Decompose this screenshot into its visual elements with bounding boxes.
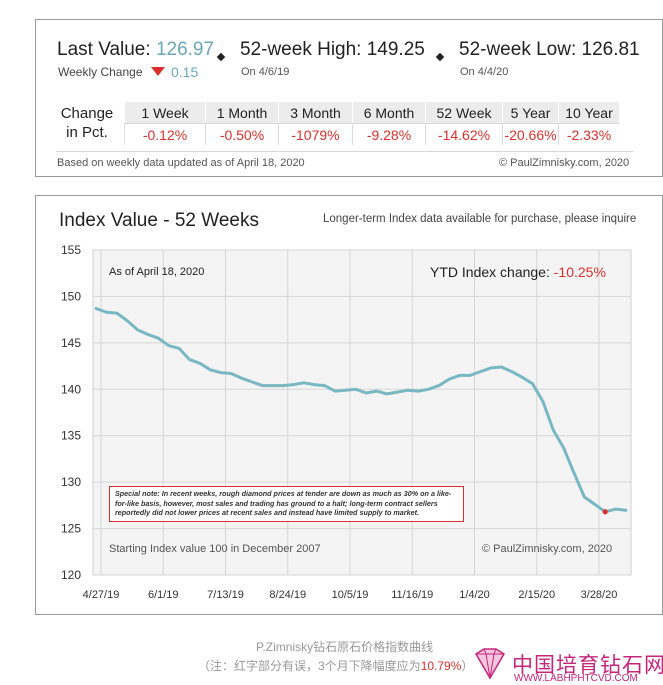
x-tick-label: 2/15/20	[518, 589, 555, 601]
high-date: On 4/6/19	[241, 66, 290, 78]
summary-copyright: © PaulZimnisky.com, 2020	[499, 157, 630, 169]
low-point-marker	[602, 509, 608, 515]
y-tick-label: 130	[61, 475, 81, 489]
period-header: 6 Month	[352, 102, 426, 124]
change-label-line2: in Pct.	[66, 124, 108, 141]
period-value: -0.50%	[205, 123, 279, 145]
change-label: Change in Pct.	[58, 104, 116, 142]
high-number: 149.25	[366, 39, 425, 60]
change-table: 1 Week 1 Month 3 Month 6 Month 52 Week 5…	[124, 102, 619, 145]
x-tick-label: 1/4/20	[459, 589, 490, 601]
watermark-url: WWW.LABHPHTCVD.COM	[514, 673, 638, 684]
period-value: -9.28%	[352, 123, 426, 145]
last-value: Last Value: 126.97	[57, 39, 214, 61]
diamond-logo-icon	[474, 648, 506, 680]
ytd-change: YTD Index change: -10.25%	[430, 264, 606, 280]
period-value: -14.62%	[425, 123, 503, 145]
x-tick-label: 3/28/20	[581, 589, 618, 601]
period-header: 1 Month	[205, 102, 279, 124]
low-date: On 4/4/20	[460, 66, 509, 78]
ytd-value: -10.25%	[553, 264, 606, 280]
caption-prefix: （注：红字部分有误，3个月下降幅度应为	[198, 659, 421, 673]
period-header: 3 Month	[278, 102, 353, 124]
x-tick-label: 8/24/19	[269, 589, 306, 601]
summary-divider	[56, 151, 634, 152]
period-value: -0.12%	[124, 123, 206, 145]
last-value-number: 126.97	[155, 39, 215, 60]
period-header: 5 Year	[502, 102, 559, 124]
plot-area	[92, 249, 632, 576]
high-label: 52-week High:	[240, 39, 362, 60]
last-value-label: Last Value:	[57, 39, 151, 60]
change-table-header-row: 1 Week 1 Month 3 Month 6 Month 52 Week 5…	[124, 102, 619, 124]
watermark-name: 中国培育钻石网	[512, 654, 663, 677]
x-tick-label: 4/27/19	[83, 589, 120, 601]
y-tick-label: 120	[61, 568, 81, 582]
y-tick-label: 145	[61, 336, 81, 350]
chart-subtitle: Longer-term Index data available for pur…	[323, 213, 637, 225]
series-line	[94, 307, 628, 514]
down-arrow-icon	[151, 67, 165, 76]
starting-note: Starting Index value 100 in December 200…	[109, 543, 321, 555]
summary-panel	[35, 19, 663, 177]
caption-suffix: ）	[461, 659, 474, 673]
x-tick-label: 6/1/19	[148, 589, 179, 601]
high-value: 52-week High: 149.25	[240, 39, 425, 61]
change-label-line1: Change	[60, 105, 114, 122]
period-value: -20.66%	[502, 123, 559, 145]
caption-line1: P.Zimnisky钻石原石价格指数曲线	[256, 640, 434, 654]
x-tick-label: 7/13/19	[207, 589, 244, 601]
low-label: 52-week Low:	[459, 39, 577, 60]
x-tick-label: 11/16/19	[391, 589, 433, 601]
caption-line2: （注：红字部分有误，3个月下降幅度应为10.79%）	[198, 657, 473, 674]
chart-title: Index Value - 52 Weeks	[59, 210, 259, 231]
y-tick-label: 140	[61, 382, 81, 396]
special-note: Special note: In recent weeks, rough dia…	[109, 486, 464, 522]
weekly-change-label: Weekly Change	[58, 65, 143, 79]
low-number: 126.81	[581, 39, 640, 60]
y-tick-label: 135	[61, 429, 81, 443]
ytd-label: YTD Index change:	[430, 264, 550, 280]
caption-highlight: 10.79%	[420, 659, 462, 673]
as-of-label: As of April 18, 2020	[109, 266, 205, 278]
summary-footnote: Based on weekly data updated as of April…	[57, 157, 305, 169]
period-header: 52 Week	[425, 102, 503, 124]
y-tick-label: 125	[61, 522, 81, 536]
low-value: 52-week Low: 126.81	[459, 39, 640, 61]
weekly-change-value: 0.15	[171, 64, 199, 80]
period-value: -2.33%	[558, 123, 619, 145]
period-header: 1 Week	[124, 102, 206, 124]
period-header: 10 Year	[558, 102, 619, 124]
y-tick-label: 155	[61, 243, 81, 257]
change-table-value-row: -0.12% -0.50% -1079% -9.28% -14.62% -20.…	[124, 123, 619, 145]
y-tick-label: 150	[61, 289, 81, 303]
period-value: -1079%	[278, 123, 353, 145]
chart-copyright: © PaulZimnisky.com, 2020	[482, 543, 613, 555]
x-tick-label: 10/5/19	[332, 589, 369, 601]
